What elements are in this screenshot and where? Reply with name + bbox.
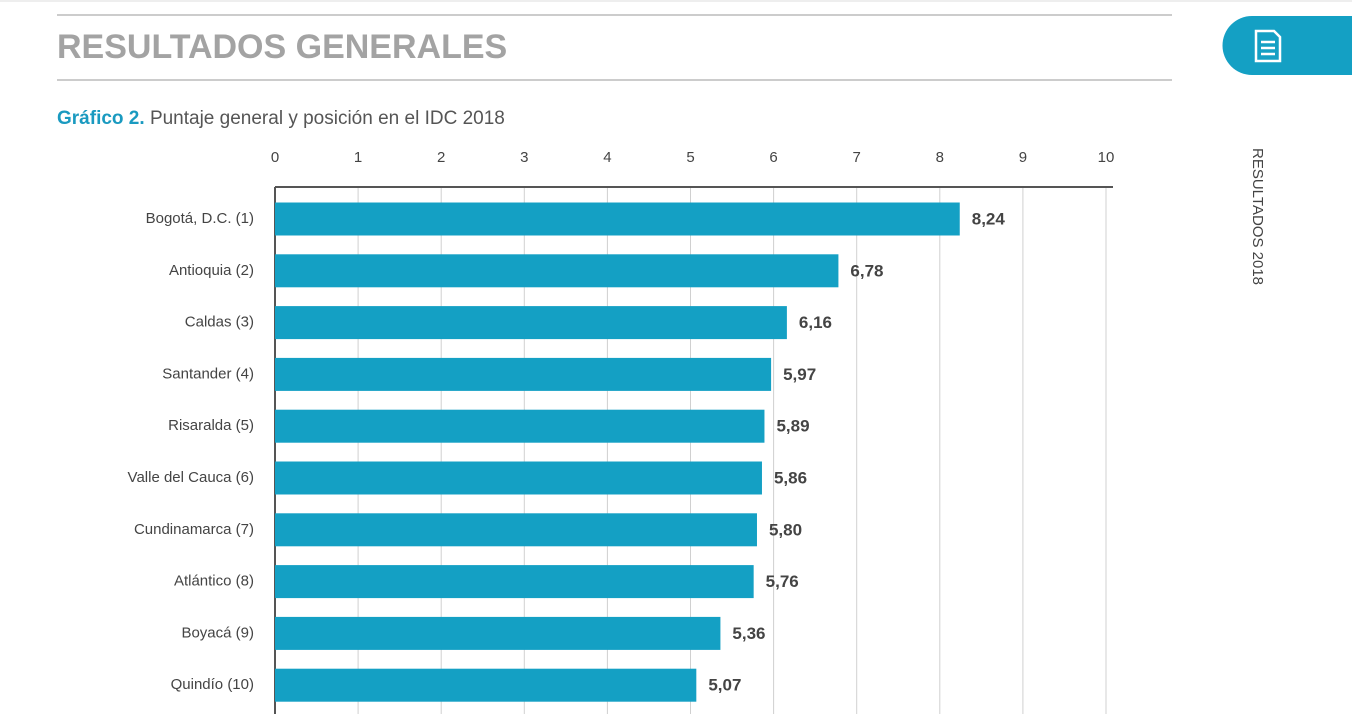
bar (275, 409, 765, 443)
bar (275, 668, 697, 702)
y-tick-label: Cundinamarca (7) (134, 521, 254, 538)
document-icon (1254, 29, 1282, 63)
section-tab (1222, 16, 1352, 75)
x-tick-label: 3 (520, 149, 528, 166)
bar (275, 202, 960, 236)
y-tick-label: Risaralda (5) (168, 417, 254, 434)
data-label: 5,89 (776, 417, 809, 436)
bar (275, 616, 721, 650)
y-tick-label: Santander (4) (162, 365, 254, 382)
bar (275, 357, 772, 391)
y-tick-label: Atlántico (8) (174, 573, 254, 590)
chart-title-prefix: Gráfico 2. (57, 108, 145, 129)
x-tick-label: 6 (769, 149, 777, 166)
data-label: 5,86 (774, 468, 807, 487)
bar (275, 565, 754, 599)
y-tick-label: Boyacá (9) (181, 624, 254, 641)
chart-title: Gráfico 2. Puntaje general y posición en… (57, 108, 505, 129)
side-label: RESULTADOS 2018 (1249, 148, 1266, 285)
data-label: 5,07 (708, 676, 741, 695)
page-title: RESULTADOS GENERALES (57, 28, 507, 66)
bar (275, 306, 787, 340)
x-tick-label: 1 (354, 149, 362, 166)
bar (275, 461, 762, 495)
x-tick-label: 2 (437, 149, 445, 166)
data-label: 5,76 (766, 572, 799, 591)
bar (275, 254, 839, 288)
data-label: 5,36 (732, 624, 765, 643)
data-label: 5,80 (769, 520, 802, 539)
data-label: 6,78 (850, 261, 883, 280)
data-label: 5,97 (783, 365, 816, 384)
x-tick-label: 5 (686, 149, 694, 166)
x-tick-label: 8 (936, 149, 944, 166)
x-tick-label: 4 (603, 149, 611, 166)
bar (275, 513, 757, 547)
data-label: 6,16 (799, 313, 832, 332)
x-tick-label: 10 (1098, 149, 1115, 166)
x-tick-label: 0 (271, 149, 279, 166)
y-tick-label: Quindío (10) (171, 676, 254, 693)
y-tick-label: Antioquia (2) (169, 262, 254, 279)
y-tick-label: Bogotá, D.C. (1) (146, 210, 254, 227)
y-tick-label: Caldas (3) (185, 314, 254, 331)
data-label: 8,24 (972, 209, 1006, 228)
chart-title-text: Puntaje general y posición en el IDC 201… (150, 108, 505, 129)
x-tick-label: 7 (853, 149, 861, 166)
y-tick-label: Valle del Cauca (6) (128, 469, 254, 486)
x-tick-label: 9 (1019, 149, 1027, 166)
